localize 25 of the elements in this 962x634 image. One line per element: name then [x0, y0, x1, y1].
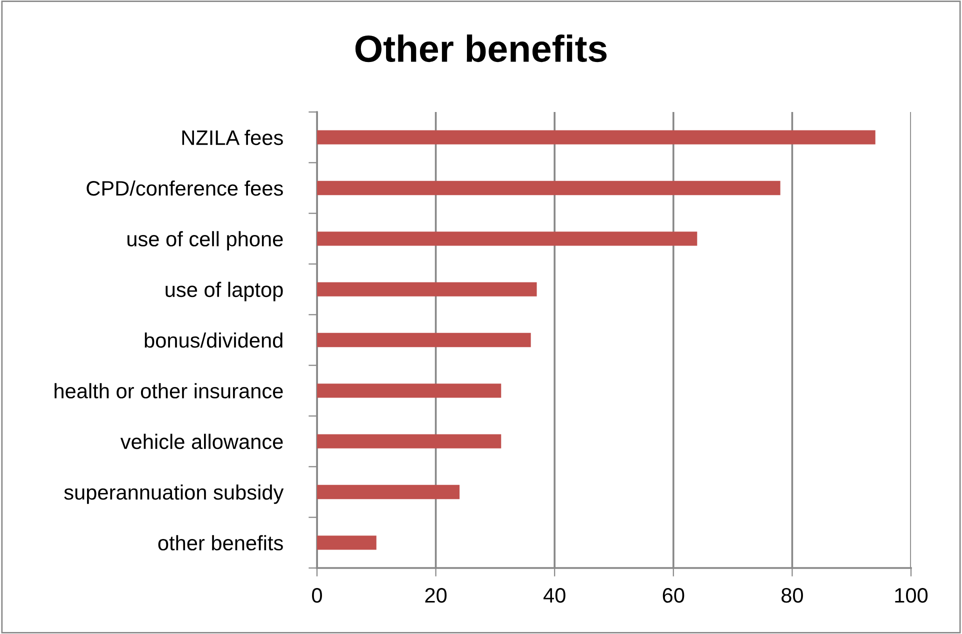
y-tick-label: use of cell phone — [128, 231, 283, 251]
y-tick-label: other benefits — [158, 535, 283, 550]
bar — [317, 232, 698, 246]
bar — [317, 180, 780, 196]
x-tick-label: 20 — [425, 588, 447, 603]
bar — [317, 434, 502, 448]
x-tick-label: 100 — [895, 588, 928, 603]
y-tick-label: use of laptop — [166, 282, 283, 302]
y-tick-label: CPD/conference fees — [86, 180, 283, 196]
bar — [317, 282, 537, 296]
x-tick-label: 60 — [662, 588, 684, 603]
x-tick-label: 80 — [782, 588, 803, 603]
bar — [317, 384, 502, 398]
x-tick-label: 0 — [312, 588, 322, 603]
y-tick-label: vehicle allowance — [120, 434, 283, 450]
chart-title: Other benefits — [355, 34, 607, 62]
y-tick-label: health or other insurance — [54, 383, 283, 398]
y-tick-label: NZILA fees — [182, 130, 283, 146]
bar — [317, 536, 376, 550]
bar — [317, 332, 531, 348]
bar — [317, 130, 876, 144]
y-tick-label: bonus/dividend — [144, 332, 282, 348]
y-tick-label: superannuation subsidy — [64, 484, 284, 504]
bar — [317, 484, 460, 500]
x-tick-label: 40 — [543, 588, 566, 603]
